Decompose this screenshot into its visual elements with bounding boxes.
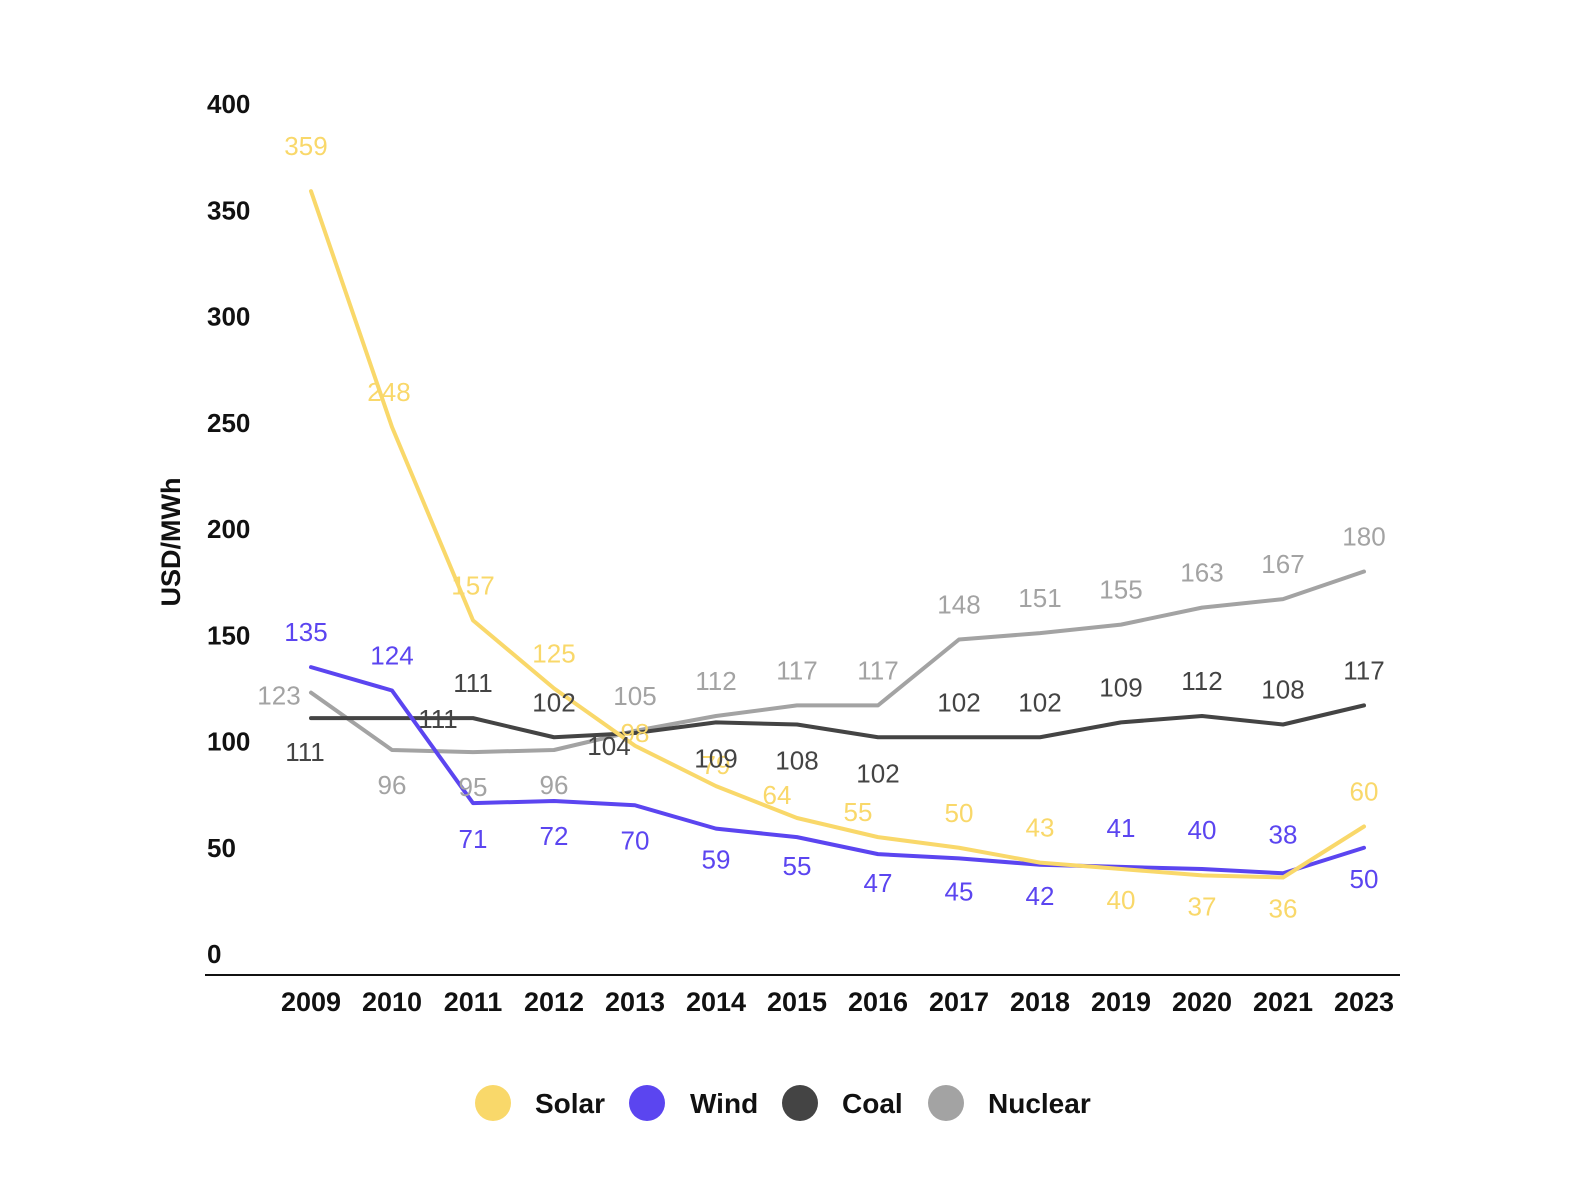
data-label-wind: 71 [459,824,488,854]
x-tick-label: 2021 [1253,987,1313,1017]
y-tick-label: 50 [207,833,236,863]
x-tick-label: 2023 [1334,987,1394,1017]
x-tick-label: 2020 [1172,987,1232,1017]
legend-label-coal: Coal [842,1088,903,1119]
y-tick-label: 400 [207,89,250,119]
data-label-wind: 72 [540,821,569,851]
data-label-nuclear: 155 [1099,575,1142,605]
data-label-coal: 102 [1018,687,1061,717]
series-line-nuclear [309,569,1366,755]
data-label-solar: 248 [367,377,410,407]
x-tick-label: 2009 [281,987,341,1017]
x-tick-label: 2014 [686,987,746,1017]
data-label-wind: 40 [1188,815,1217,845]
data-label-wind: 55 [783,851,812,881]
legend-label-solar: Solar [535,1088,605,1119]
data-label-wind: 45 [945,876,974,906]
legend-swatch-coal [782,1085,818,1121]
series-line-wind [309,665,1366,876]
data-label-nuclear: 123 [257,681,300,711]
data-label-nuclear: 117 [776,655,817,685]
y-tick-label: 200 [207,514,250,544]
data-label-coal: 104 [587,731,630,761]
legend-swatch-wind [629,1085,665,1121]
x-tick-label: 2015 [767,987,827,1017]
x-tick-label: 2018 [1010,987,1070,1017]
y-axis-ticks: 0 50 100 150 200 250 300 350 400 [207,89,250,969]
data-label-wind: 70 [621,825,650,855]
data-label-nuclear: 96 [378,770,407,800]
data-label-solar: 79 [702,750,731,780]
data-label-coal: 108 [775,746,818,776]
data-label-solar: 125 [532,638,575,668]
y-tick-label: 300 [207,302,250,332]
data-label-coal: 111 [285,737,325,767]
data-label-coal: 112 [1181,666,1222,696]
data-label-solar: 60 [1350,777,1379,807]
data-label-solar: 64 [763,780,792,810]
x-tick-label: 2011 [444,987,503,1017]
data-label-wind: 41 [1107,813,1136,843]
data-label-coal: 102 [937,687,980,717]
y-tick-label: 0 [207,939,221,969]
data-label-wind: 135 [284,617,327,647]
data-label-solar: 359 [284,131,327,161]
x-tick-label: 2012 [524,987,584,1017]
data-label-solar: 50 [945,798,974,828]
data-label-wind: 38 [1269,819,1298,849]
data-label-solar: 36 [1269,894,1298,924]
series-line-solar [309,189,1366,880]
data-label-nuclear: 167 [1261,549,1304,579]
y-tick-label: 150 [207,620,250,650]
data-label-nuclear: 95 [459,772,488,802]
x-axis-ticks: 2009 2010 2011 2012 2013 2014 2015 2016 2017 2018… [281,987,1394,1017]
data-label-wind: 42 [1026,881,1055,911]
data-label-nuclear: 112 [695,666,736,696]
data-label-nuclear: 105 [613,681,656,711]
data-label-nuclear: 163 [1180,558,1223,588]
data-label-nuclear: 148 [937,590,980,620]
legend-swatch-nuclear [928,1085,964,1121]
data-label-nuclear: 117 [857,655,898,685]
data-label-coal: 102 [856,758,899,788]
data-label-coal: 109 [694,743,737,773]
x-tick-label: 2016 [848,987,908,1017]
legend-swatch-solar [475,1085,511,1121]
data-label-solar: 55 [844,797,873,827]
series-lines [309,189,1366,880]
x-tick-label: 2013 [605,987,665,1017]
legend: Solar Wind Coal Nuclear [475,1085,1091,1121]
series-line-coal [309,703,1366,740]
data-label-nuclear: 96 [540,770,569,800]
x-tick-label: 2017 [929,987,989,1017]
data-label-nuclear: 180 [1342,522,1385,552]
data-label-coal: 111 [418,704,458,734]
data-label-coal: 109 [1099,672,1142,702]
y-tick-label: 100 [207,727,250,757]
data-label-solar: 43 [1026,813,1055,843]
data-label-coal: 102 [532,687,575,717]
data-label-solar: 98 [621,718,650,748]
data-label-wind: 50 [1350,864,1379,894]
y-axis-label: USD/MWh [156,478,186,607]
data-label-nuclear: 151 [1018,583,1061,613]
legend-label-nuclear: Nuclear [988,1088,1091,1119]
data-label-coal: 108 [1261,675,1304,705]
y-tick-label: 350 [207,195,250,225]
x-tick-label: 2019 [1091,987,1151,1017]
data-label-wind: 47 [864,868,893,898]
data-label-solar: 157 [451,570,494,600]
data-label-wind: 124 [370,641,413,671]
data-label-wind: 59 [702,845,731,875]
x-tick-label: 2010 [362,987,422,1017]
data-label-solar: 37 [1188,891,1217,921]
data-label-coal: 111 [453,668,493,698]
data-labels: 359 248 157 125 98 79 64 55 50 43 40 37 36 60 135 124 71… [257,131,1385,923]
y-tick-label: 250 [207,408,250,438]
legend-label-wind: Wind [690,1088,758,1119]
data-label-solar: 40 [1107,885,1136,915]
data-label-coal: 117 [1343,655,1384,685]
